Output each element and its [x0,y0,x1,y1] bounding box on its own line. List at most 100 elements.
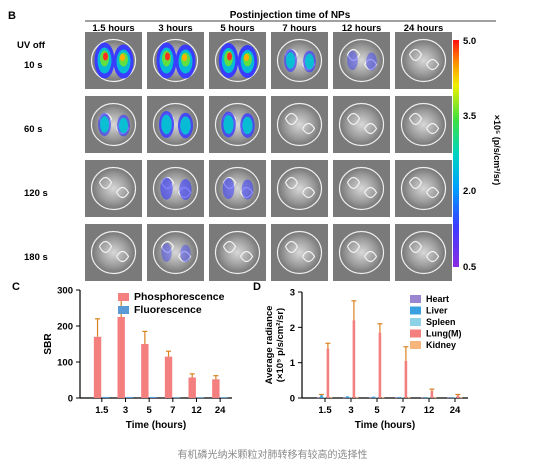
lung-image-tile [271,224,328,281]
bar [375,397,378,399]
legend-label: Lung(M) [426,329,461,339]
lung-image-tile [333,96,390,153]
bar [355,397,359,399]
lung-image-tile [85,32,142,89]
bar [401,397,404,399]
panel-b-header: Postinjection time of NPs [230,10,351,21]
bar [459,397,463,399]
bar [125,396,133,398]
row-label: 10 s [24,60,43,71]
lung-image-tile [147,160,204,217]
bar [421,397,424,399]
x-tick-label: 1.5 [318,405,332,416]
lung-image-tile [333,224,390,281]
bar [212,379,220,398]
bar [329,396,333,398]
x-tick-label: 24 [450,405,461,416]
x-tick-label: 24 [215,405,226,416]
image-grid [85,32,452,281]
x-tick-label: 3 [348,405,353,416]
lung-image-tile [395,160,452,217]
legend-label: Heart [426,294,449,304]
bar [349,397,352,399]
colorbar-tick-3p5: 3.5 [463,111,477,122]
legend-swatch [410,306,421,315]
x-tick-label: 12 [191,405,202,416]
legend-swatch [410,295,421,303]
figure-caption: 有机磷光纳米颗粒对肺转移有较高的选择性 [177,450,368,461]
legend-label: Fluorescence [134,304,202,316]
lung-image-tile [147,32,204,89]
lung-image-tile [209,32,266,89]
bar [378,332,382,398]
lung-image-tile [395,32,452,89]
bar [317,397,320,399]
bar [346,396,349,398]
legend-swatch [118,306,129,314]
lung-image-tile [333,160,390,217]
bar [352,320,356,398]
row-label: 180 s [24,252,48,263]
bar [117,317,125,398]
row-label: 60 s [24,124,43,135]
lung-image-tile [271,160,328,217]
bar [372,396,375,398]
row-labels: 10 s 60 s 120 s 180 s [24,60,48,263]
bar [343,397,346,399]
bar [407,397,411,399]
bar [447,397,450,399]
lung-image-tile [147,96,204,153]
column-header: 3 hours [158,23,192,34]
x-tick-label: 12 [424,405,435,416]
x-tick-label: 5 [374,405,380,416]
bar [427,397,430,399]
lung-image-tile [395,224,452,281]
lung-image-tile [395,96,452,153]
bar [453,397,456,399]
x-tick-label: 5 [147,405,153,416]
bar [188,377,196,398]
y-tick-label: 0 [290,394,295,405]
bar [196,397,204,399]
legend-label: Phosphorescence [134,291,225,303]
y-tick-label: 3 [290,288,295,299]
panel-b-letter: B [8,10,16,22]
bar [164,356,173,398]
lung-image-tile [209,96,266,153]
x-axis-label: Time (hours) [355,420,415,431]
bar [433,397,437,399]
bar [172,397,181,399]
legend-label: Kidney [426,340,456,350]
y-tick-label: 1 [290,358,296,369]
bar [424,397,427,399]
colorbar-max: 5.0 [463,36,476,47]
bar [398,396,401,398]
lung-image-tile [271,32,328,89]
bar [430,390,434,398]
bar [450,397,453,399]
y-tick-label: 2 [290,323,295,334]
lung-image-tile [271,96,328,153]
lung-image-tile [85,224,142,281]
y-axis-label-unit: (×10⁵ p/s/cm²/sr) [275,308,286,382]
column-header: 24 hours [404,23,444,34]
y-tick-label: 0 [68,394,73,405]
bar [320,395,323,398]
lung-image-tile [209,160,266,217]
column-header: 5 hours [220,23,254,34]
column-header: 1.5 hours [92,23,134,34]
legend-label: Spleen [426,317,456,327]
bar [141,344,149,398]
y-axis-label: SBR [43,333,54,355]
bar [456,395,460,398]
lung-image-tile [85,96,142,153]
row-label: 120 s [24,188,48,199]
colorbar-min: 0.5 [463,262,477,273]
panel-c-letter: C [12,281,20,293]
x-tick-label: 7 [170,405,175,416]
colorbar-unit: ×10⁵ (p/s/cm²/sr) [492,115,502,186]
bar [93,336,102,398]
bar [326,348,330,398]
